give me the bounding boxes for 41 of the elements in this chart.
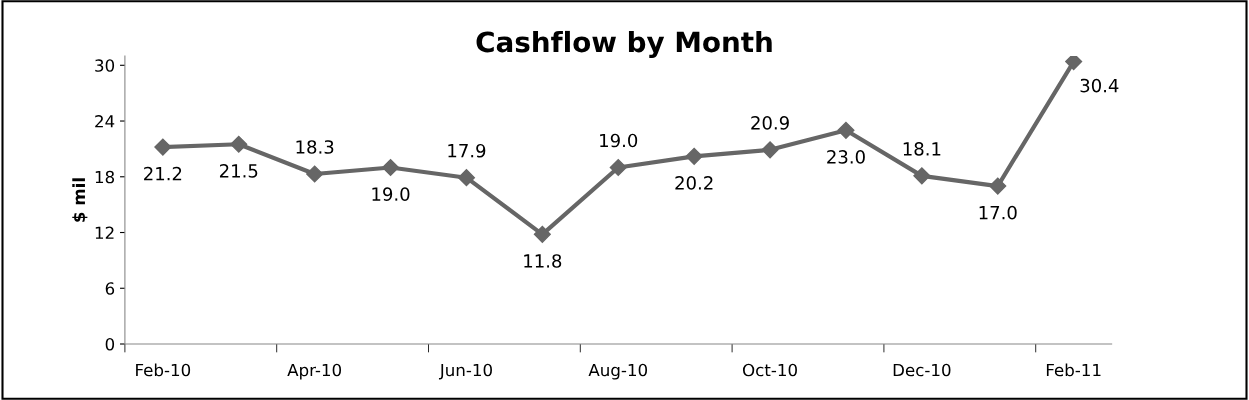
point — [533, 225, 551, 243]
y-tick-label: 30 — [95, 59, 115, 72]
point — [685, 147, 703, 165]
point — [609, 158, 627, 177]
y-tick-label: 24 — [95, 114, 115, 128]
data-label: 19.0 — [600, 133, 638, 148]
data-label: 18.1 — [903, 142, 941, 156]
data-label: 20.2 — [675, 176, 713, 190]
point — [154, 138, 172, 156]
point — [761, 141, 779, 159]
data-label: 20.9 — [751, 116, 789, 130]
x-tick-label: Feb-11 — [1046, 363, 1101, 377]
point — [382, 158, 400, 177]
x-tick-label: Dec-10 — [893, 363, 951, 377]
y-tick-label: 18 — [95, 170, 115, 184]
x-tick-label: Jun-10 — [438, 363, 492, 380]
data-label: 30.4 — [1080, 78, 1119, 93]
point — [230, 135, 248, 153]
point — [1065, 56, 1083, 71]
x-tick-label: Feb-10 — [136, 363, 191, 377]
y-tick-label: 0 — [105, 337, 115, 351]
data-label: 19.0 — [372, 187, 410, 201]
data-label: 11.8 — [524, 254, 562, 268]
data-label: 23.0 — [827, 150, 865, 164]
chart-title: Cashflow by Month — [476, 30, 772, 58]
data-label: 21.5 — [219, 164, 258, 178]
x-tick-label: Aug-10 — [588, 363, 648, 380]
point — [306, 165, 324, 183]
point — [457, 169, 476, 187]
data-label: 17.0 — [979, 205, 1017, 220]
data-label: 17.9 — [448, 143, 486, 158]
y-tick-label: 12 — [95, 226, 114, 239]
data-label: 18.3 — [296, 140, 334, 154]
point — [837, 121, 855, 139]
data-label: 21.2 — [144, 166, 182, 181]
y-axis-title: $ mil — [72, 178, 88, 222]
x-tick-label: Oct-10 — [742, 363, 797, 377]
x-tick-label: Apr-10 — [287, 363, 342, 380]
point — [913, 167, 931, 185]
point — [989, 177, 1007, 195]
y-tick-label: 6 — [105, 282, 115, 295]
